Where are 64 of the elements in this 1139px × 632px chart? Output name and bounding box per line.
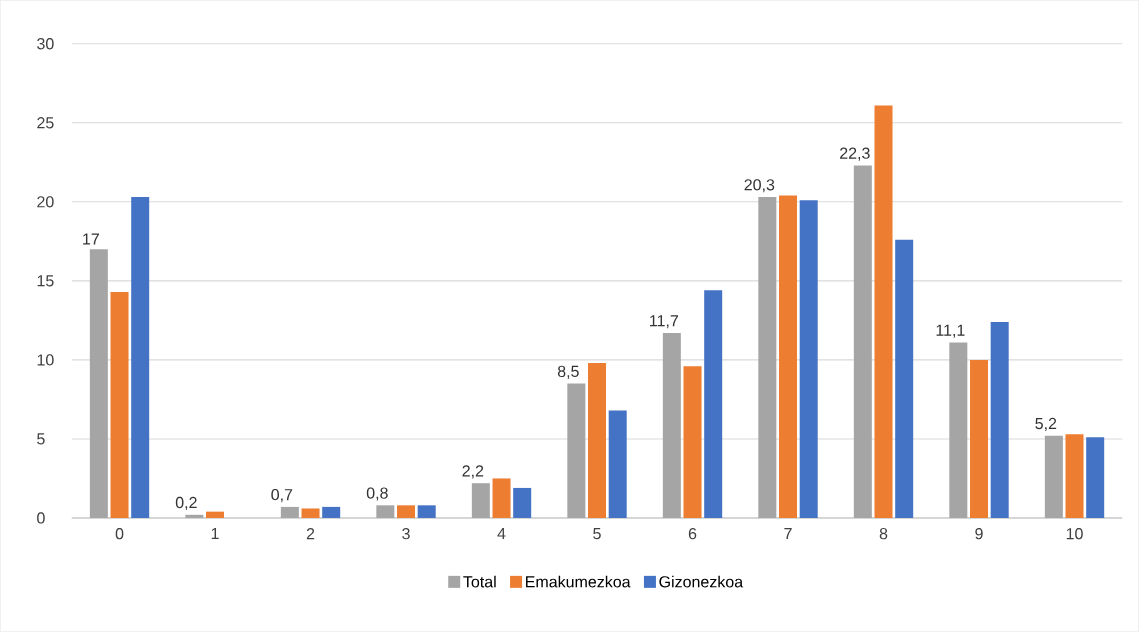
x-tick-label: 10 bbox=[1066, 528, 1083, 540]
bar bbox=[1086, 437, 1105, 519]
x-tick-label: 3 bbox=[402, 528, 410, 540]
data-label: 2,2 bbox=[462, 465, 484, 479]
bar bbox=[322, 507, 341, 519]
bar bbox=[492, 478, 511, 519]
bar bbox=[89, 249, 108, 519]
bar bbox=[799, 200, 818, 519]
x-tick-label: 2 bbox=[306, 528, 315, 540]
y-tick-label: 20 bbox=[37, 196, 54, 208]
x-tick-label: 4 bbox=[497, 528, 506, 540]
bar bbox=[185, 514, 204, 519]
bar bbox=[1065, 434, 1084, 519]
x-tick-label: 0 bbox=[115, 528, 124, 540]
bar bbox=[990, 322, 1009, 519]
x-tick-label: 9 bbox=[975, 528, 983, 540]
bar bbox=[417, 505, 436, 519]
y-tick-label: 0 bbox=[37, 512, 45, 524]
bar bbox=[853, 165, 872, 519]
y-tick-label: 30 bbox=[37, 38, 54, 50]
x-tick-label: 8 bbox=[879, 528, 888, 540]
legend-label: Total bbox=[463, 575, 496, 588]
bar bbox=[206, 511, 225, 519]
bar bbox=[608, 410, 627, 519]
data-label: 17 bbox=[83, 233, 99, 245]
bar bbox=[1044, 435, 1063, 519]
y-tick-label: 5 bbox=[37, 433, 45, 445]
data-label: 5,2 bbox=[1035, 417, 1057, 432]
bar bbox=[471, 483, 490, 519]
data-label: 0,2 bbox=[175, 497, 197, 511]
x-tick-label: 6 bbox=[688, 528, 697, 540]
data-label: 8,5 bbox=[557, 365, 579, 380]
bar bbox=[874, 105, 893, 519]
legend-label: Emakumezkoa bbox=[526, 575, 631, 588]
bar bbox=[280, 507, 299, 519]
data-label: 11,7 bbox=[650, 315, 679, 329]
bar bbox=[683, 366, 702, 519]
data-label: 20,3 bbox=[744, 179, 775, 193]
data-label: 22,3 bbox=[840, 147, 870, 161]
bar bbox=[376, 505, 395, 519]
y-tick-label: 15 bbox=[37, 275, 54, 287]
y-tick-label: 25 bbox=[37, 117, 54, 129]
data-label: 0,8 bbox=[366, 487, 388, 501]
y-tick-label: 10 bbox=[37, 354, 54, 366]
x-tick-label: 1 bbox=[211, 528, 219, 540]
bar bbox=[397, 505, 416, 519]
x-tick-label: 5 bbox=[593, 528, 601, 540]
bar bbox=[970, 360, 989, 519]
bar bbox=[131, 197, 150, 519]
bar bbox=[779, 195, 798, 519]
bar bbox=[704, 290, 723, 519]
data-label: 11,1 bbox=[936, 324, 965, 338]
bar bbox=[758, 197, 777, 519]
bar bbox=[110, 292, 129, 519]
bar bbox=[895, 239, 914, 519]
bar bbox=[588, 363, 607, 519]
data-label: 0,7 bbox=[271, 489, 293, 503]
x-tick-label: 7 bbox=[784, 528, 792, 540]
bar bbox=[567, 383, 586, 519]
bar bbox=[513, 488, 532, 519]
bar bbox=[662, 333, 681, 519]
legend-label: Gizonezkoa bbox=[659, 575, 744, 588]
bar bbox=[949, 342, 968, 519]
bar bbox=[301, 508, 320, 519]
